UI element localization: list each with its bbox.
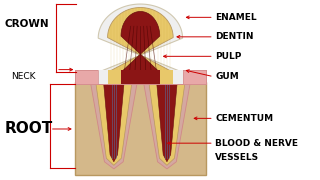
Text: CEMENTUM: CEMENTUM (215, 114, 274, 123)
Polygon shape (149, 82, 185, 165)
Polygon shape (75, 70, 206, 84)
Polygon shape (121, 12, 160, 72)
Text: ENAMEL: ENAMEL (215, 13, 257, 22)
Polygon shape (75, 82, 206, 175)
Polygon shape (108, 8, 173, 72)
Polygon shape (98, 70, 182, 84)
Text: VESSELS: VESSELS (215, 153, 260, 162)
Polygon shape (143, 82, 190, 169)
Text: PULP: PULP (215, 52, 242, 61)
Polygon shape (182, 70, 206, 84)
Polygon shape (75, 70, 98, 84)
Text: BLOOD & NERVE: BLOOD & NERVE (215, 139, 298, 148)
Polygon shape (98, 4, 182, 72)
Polygon shape (96, 82, 132, 165)
Text: NECK: NECK (11, 72, 35, 81)
Text: ROOT: ROOT (4, 122, 53, 136)
Polygon shape (91, 82, 137, 169)
Polygon shape (75, 70, 206, 84)
Text: DENTIN: DENTIN (215, 32, 254, 41)
Text: GUM: GUM (215, 72, 239, 81)
Text: CROWN: CROWN (4, 19, 49, 29)
Polygon shape (156, 82, 177, 162)
Polygon shape (104, 82, 124, 162)
Polygon shape (108, 70, 173, 84)
Polygon shape (121, 70, 160, 84)
